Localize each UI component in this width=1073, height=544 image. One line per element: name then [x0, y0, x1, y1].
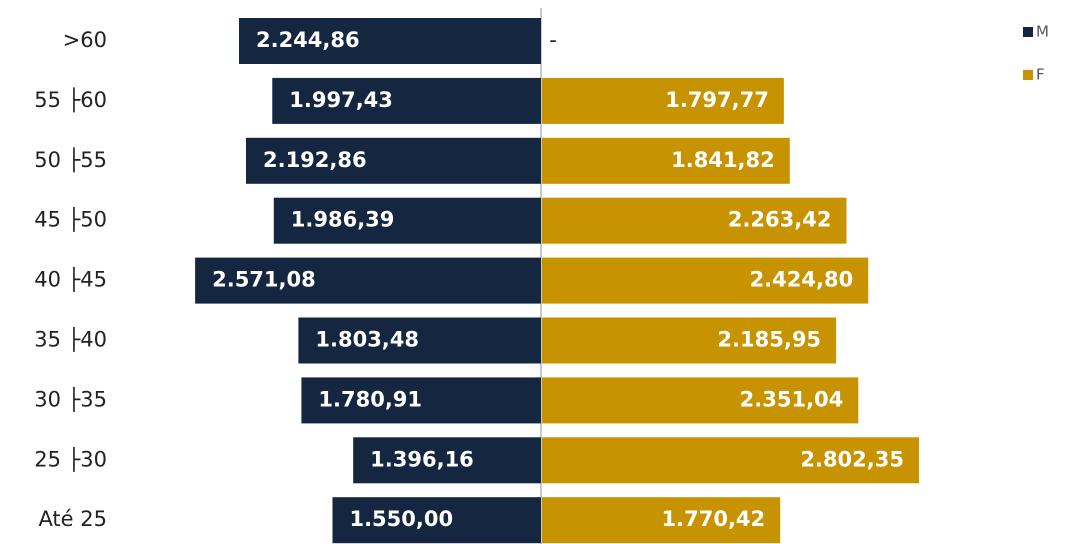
- value-label: 1.550,00: [349, 507, 453, 531]
- value-label: 2.351,04: [740, 387, 844, 411]
- bar: [238, 18, 542, 64]
- category-label: 50 ├55: [34, 147, 107, 173]
- bar: [542, 77, 784, 124]
- bar: [272, 77, 541, 124]
- bar: [298, 317, 541, 364]
- value-label: 1.780,91: [318, 387, 422, 411]
- bar: [542, 317, 837, 364]
- value-label: -: [549, 28, 557, 52]
- value-label: 2.185,95: [717, 328, 821, 352]
- value-label: 1.997,43: [289, 88, 393, 112]
- bar: [273, 197, 541, 244]
- bar: [301, 377, 541, 424]
- category-label: 35 ├40: [34, 327, 107, 353]
- value-label: 2.192,86: [263, 148, 367, 172]
- bar: [245, 137, 541, 184]
- value-label: 2.571,08: [212, 268, 316, 292]
- value-label: 2.244,86: [256, 28, 360, 52]
- value-label: 2.802,35: [800, 447, 904, 471]
- value-label: 1.396,16: [370, 447, 474, 471]
- value-label: 2.263,42: [728, 208, 832, 232]
- value-label: 1.986,39: [291, 208, 395, 232]
- value-label: 1.770,42: [662, 507, 766, 531]
- bar: [542, 437, 919, 484]
- bar: [542, 497, 781, 544]
- bar: [195, 257, 542, 304]
- value-label: 1.797,77: [665, 88, 769, 112]
- legend-label: M: [1036, 23, 1049, 41]
- bar: [542, 257, 869, 304]
- value-label: 2.424,80: [750, 268, 854, 292]
- category-label: 25 ├30: [34, 446, 107, 472]
- bar: [542, 137, 790, 184]
- legend-swatch: [1023, 70, 1033, 80]
- category-label: >60: [63, 28, 107, 52]
- bar: [542, 377, 859, 424]
- legend-label: F: [1036, 66, 1045, 84]
- category-label: 30 ├35: [34, 386, 107, 412]
- value-label: 1.803,48: [315, 328, 419, 352]
- bar: [542, 197, 847, 244]
- bar: [332, 497, 541, 544]
- category-label: 40 ├45: [34, 267, 107, 293]
- category-label: 45 ├50: [34, 207, 107, 233]
- legend-swatch: [1023, 27, 1033, 37]
- category-label: Até 25: [38, 507, 107, 531]
- bar: [353, 437, 541, 484]
- category-label: 55 ├60: [34, 87, 107, 113]
- value-label: 1.841,82: [671, 148, 775, 172]
